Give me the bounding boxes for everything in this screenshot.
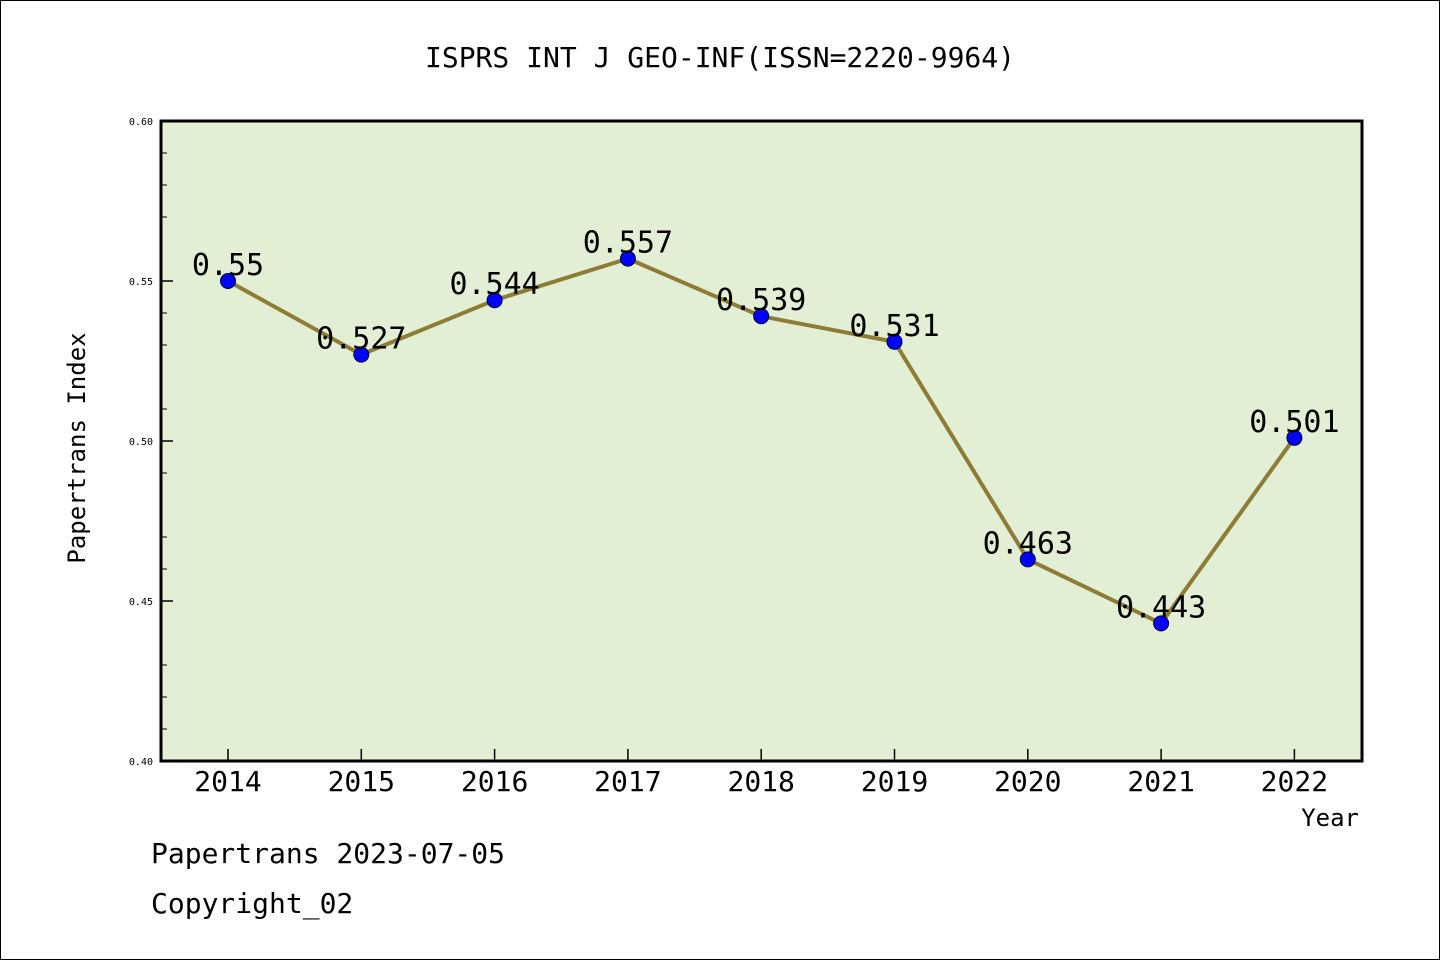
data-label: 0.544: [449, 267, 539, 302]
data-label: 0.531: [849, 309, 939, 344]
x-tick-label: 2016: [461, 765, 528, 798]
footer-date: Papertrans 2023-07-05: [151, 837, 506, 870]
data-label: 0.527: [316, 322, 406, 357]
y-tick-label: 0.45: [129, 597, 153, 608]
chart-title: ISPRS INT J GEO-INF(ISSN=2220-9964): [425, 41, 1015, 74]
data-label: 0.55: [192, 248, 264, 283]
x-tick-label: 2018: [727, 765, 794, 798]
x-axis: 2014 2015 2016 2017 2018 2019 2020 2021 2022: [194, 749, 1328, 798]
x-tick-label: 2020: [994, 765, 1061, 798]
data-label: 0.539: [716, 283, 806, 318]
x-axis-title: Year: [1301, 804, 1359, 832]
data-label: 0.501: [1249, 405, 1339, 440]
data-labels: 0.55 0.527 0.544 0.557 0.539 0.531 0.463 0.443 0…: [192, 226, 1340, 626]
footer-copyright: Copyright_02: [151, 887, 354, 920]
y-axis-title: Papertrans Index: [63, 332, 91, 563]
data-label: 0.443: [1116, 590, 1206, 625]
data-label: 0.463: [983, 526, 1073, 561]
plot-area: [159, 119, 1364, 763]
y-tick-label: 0.60: [129, 117, 153, 128]
data-point: [486, 292, 503, 309]
x-tick-label: 2022: [1261, 765, 1328, 798]
data-points: [220, 250, 1303, 632]
x-tick-label: 2021: [1127, 765, 1194, 798]
x-tick-label: 2014: [194, 765, 261, 798]
data-label: 0.557: [583, 226, 673, 261]
data-point: [1153, 615, 1170, 632]
data-point: [1286, 429, 1303, 446]
y-tick-label: 0.55: [129, 277, 153, 288]
y-axis: 0.40 0.45 0.50 0.55 0.60: [129, 117, 173, 768]
data-point: [353, 346, 370, 363]
data-point: [220, 273, 236, 289]
data-point: [886, 333, 903, 350]
y-tick-label: 0.40: [129, 757, 153, 768]
data-point: [619, 250, 636, 267]
data-point: [753, 308, 770, 325]
y-tick-label: 0.50: [129, 437, 153, 448]
x-tick-label: 2015: [328, 765, 395, 798]
x-tick-label: 2019: [861, 765, 928, 798]
data-point: [1019, 551, 1036, 568]
x-tick-label: 2017: [594, 765, 661, 798]
